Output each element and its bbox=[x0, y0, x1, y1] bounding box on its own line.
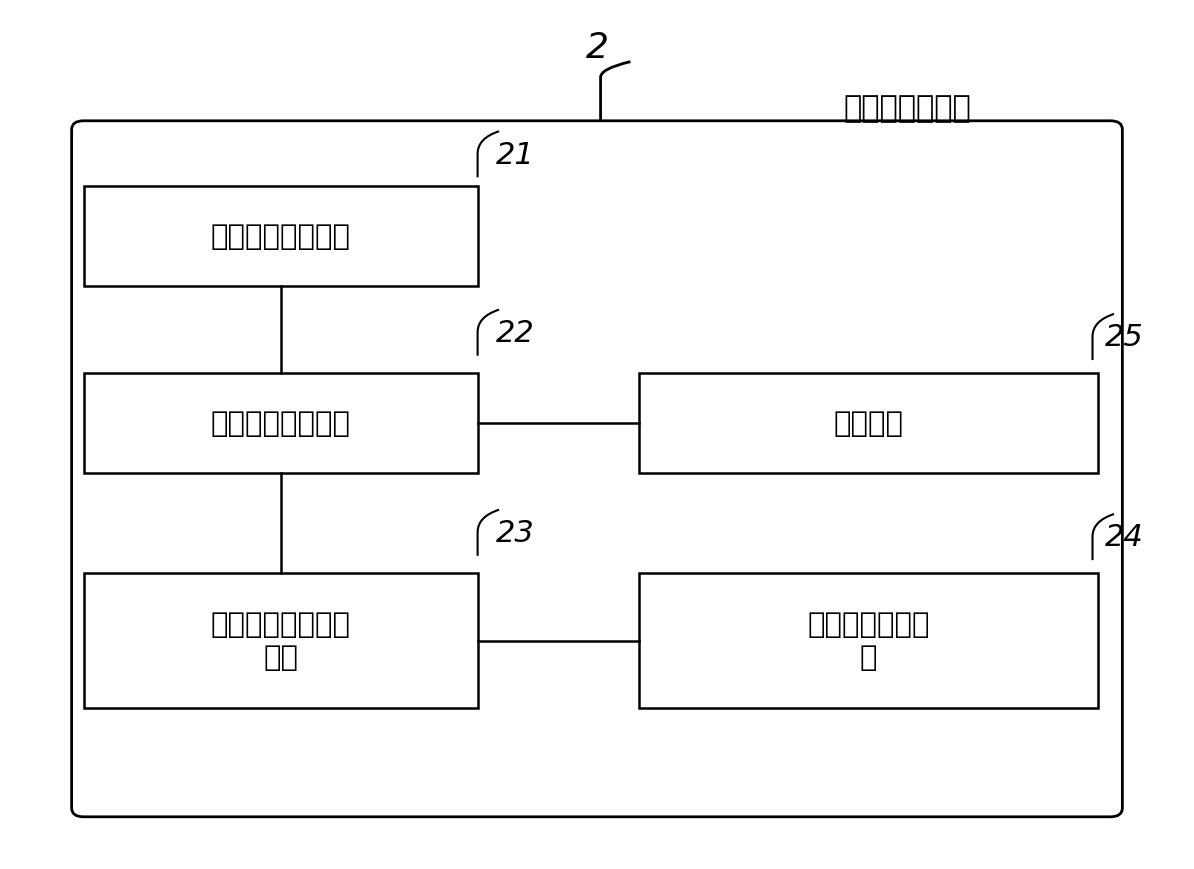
Text: 空间定位误差计算
单元: 空间定位误差计算 单元 bbox=[210, 611, 351, 671]
Bar bbox=[84, 574, 478, 708]
Text: 24: 24 bbox=[1104, 523, 1143, 552]
Text: 21: 21 bbox=[496, 141, 534, 169]
Text: 22: 22 bbox=[496, 319, 534, 348]
Bar bbox=[84, 187, 478, 287]
Bar bbox=[84, 374, 478, 474]
Text: 配准单元: 配准单元 bbox=[833, 409, 904, 438]
Bar bbox=[639, 374, 1098, 474]
Text: 23: 23 bbox=[496, 519, 534, 547]
Text: 25: 25 bbox=[1104, 323, 1143, 352]
FancyBboxPatch shape bbox=[72, 122, 1122, 817]
Bar bbox=[639, 574, 1098, 708]
Text: 2: 2 bbox=[585, 30, 609, 65]
Text: 第二坐标计算单元: 第二坐标计算单元 bbox=[210, 409, 351, 438]
Text: 权重矩阵计算单
元: 权重矩阵计算单 元 bbox=[807, 611, 930, 671]
Text: 第一坐标获取单元: 第一坐标获取单元 bbox=[210, 222, 351, 251]
Text: 标记点配准装置: 标记点配准装置 bbox=[844, 94, 971, 123]
